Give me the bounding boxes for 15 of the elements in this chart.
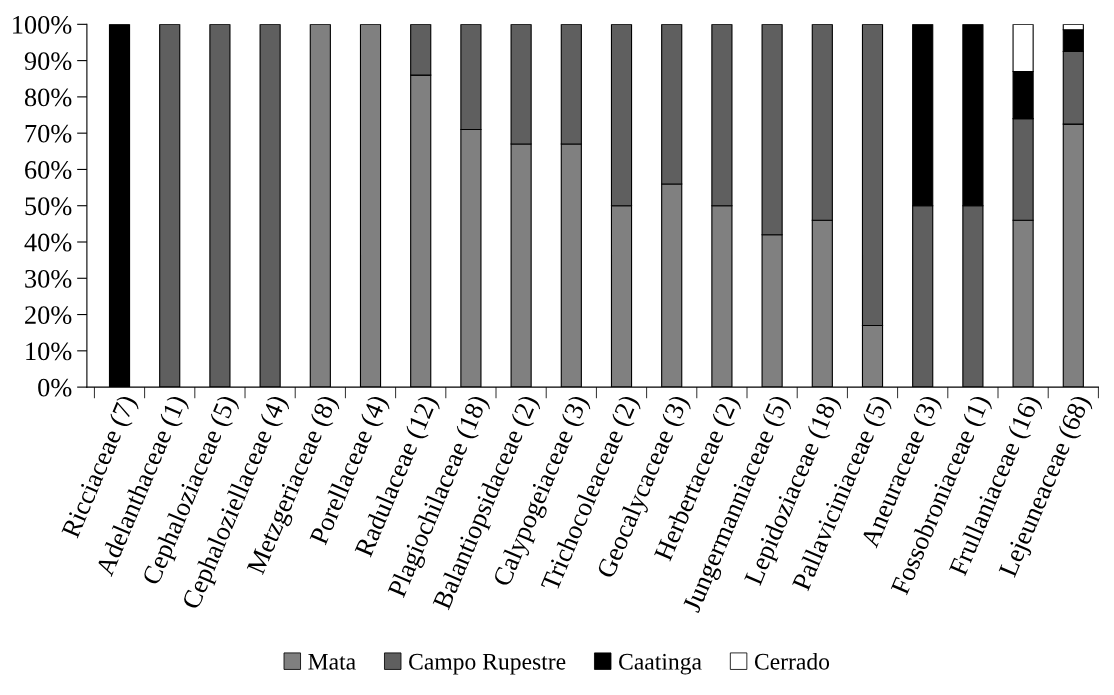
legend-label: Campo Rupestre <box>409 653 566 675</box>
legend-label: Cerrado <box>754 653 830 670</box>
legend-label: Caatinga <box>619 653 702 675</box>
y-tick-label: 90% <box>24 52 72 71</box>
y-tick-label: 20% <box>25 306 72 325</box>
y-tick-label: 80% <box>24 88 72 107</box>
legend-label: Mata <box>308 653 356 670</box>
y-tick-label: 60% <box>25 161 72 179</box>
y-tick-label: 10% <box>26 342 72 361</box>
y-tick-label: 50% <box>25 197 72 216</box>
y-tick-label: 0% <box>38 378 72 397</box>
y-tick-label: 100% <box>13 15 72 34</box>
y-tick-label: 40% <box>24 233 72 252</box>
y-tick-label: 70% <box>25 124 72 143</box>
y-tick-label: 30% <box>25 269 72 288</box>
